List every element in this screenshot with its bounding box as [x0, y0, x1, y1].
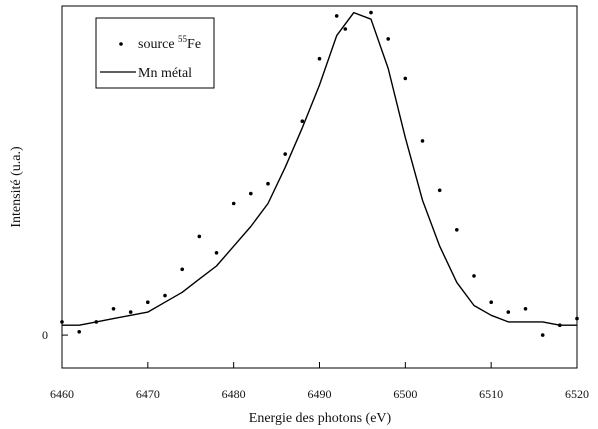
data-point-source-fe55 — [231, 201, 236, 206]
data-point-source-fe55 — [472, 274, 476, 278]
legend-item-mn: Mn métal — [138, 66, 192, 81]
y-axis-title: Intensité (u.a.) — [9, 146, 24, 228]
legend-item-source: source 55Fe — [138, 34, 201, 52]
data-point-source-fe55 — [163, 293, 167, 298]
data-point-source-fe55 — [437, 188, 442, 193]
x-tick-label: 6500 — [393, 387, 417, 401]
data-point-source-fe55 — [214, 251, 219, 255]
line-layer — [62, 11, 577, 326]
data-point-source-fe55 — [317, 56, 322, 61]
x-tick-label: 6460 — [50, 387, 74, 401]
legend-source-suffix: Fe — [187, 37, 201, 52]
series-line-mn-metal — [62, 11, 577, 326]
data-point-source-fe55 — [403, 76, 408, 81]
data-point-source-fe55 — [111, 307, 116, 311]
data-point-source-fe55 — [180, 267, 184, 272]
data-point-source-fe55 — [128, 310, 133, 314]
data-point-source-fe55 — [283, 152, 288, 156]
legend-marker-dot — [119, 42, 123, 46]
data-point-source-fe55 — [146, 300, 150, 305]
data-point-source-fe55 — [94, 320, 99, 324]
data-point-source-fe55 — [420, 139, 425, 143]
x-tick-label: 6510 — [479, 387, 503, 401]
legend-source-superscript: 55 — [178, 34, 188, 44]
data-point-source-fe55 — [386, 37, 391, 41]
tick-labels-layer: 6460 6470 6480 6490 6500 6510 6520 0 — [42, 328, 589, 401]
legend-box — [95, 17, 215, 89]
data-point-source-fe55 — [506, 310, 511, 314]
data-point-source-fe55 — [523, 307, 528, 311]
points-layer — [60, 10, 579, 337]
data-point-source-fe55 — [60, 320, 64, 324]
data-point-source-fe55 — [369, 10, 373, 15]
data-point-source-fe55 — [343, 27, 348, 31]
ticks-layer — [61, 334, 578, 368]
legend: source 55Fe Mn métal — [95, 17, 215, 89]
x-axis-title: Energie des photons (eV) — [249, 411, 392, 426]
data-point-source-fe55 — [575, 316, 579, 321]
x-tick-label: 6490 — [308, 387, 332, 401]
x-tick-label: 6520 — [565, 387, 589, 401]
legend-source-label: source — [138, 37, 178, 52]
data-point-source-fe55 — [334, 14, 339, 18]
data-point-source-fe55 — [197, 234, 202, 239]
data-point-source-fe55 — [489, 300, 494, 305]
y-tick-label: 0 — [42, 328, 48, 342]
data-point-source-fe55 — [540, 333, 545, 337]
data-point-source-fe55 — [300, 119, 305, 123]
data-point-source-fe55 — [77, 330, 81, 334]
data-point-source-fe55 — [558, 323, 562, 328]
x-tick-label: 6470 — [136, 387, 160, 401]
data-point-source-fe55 — [455, 228, 459, 232]
data-point-source-fe55 — [249, 191, 253, 196]
data-point-source-fe55 — [266, 181, 270, 186]
x-tick-label: 6480 — [222, 387, 246, 401]
